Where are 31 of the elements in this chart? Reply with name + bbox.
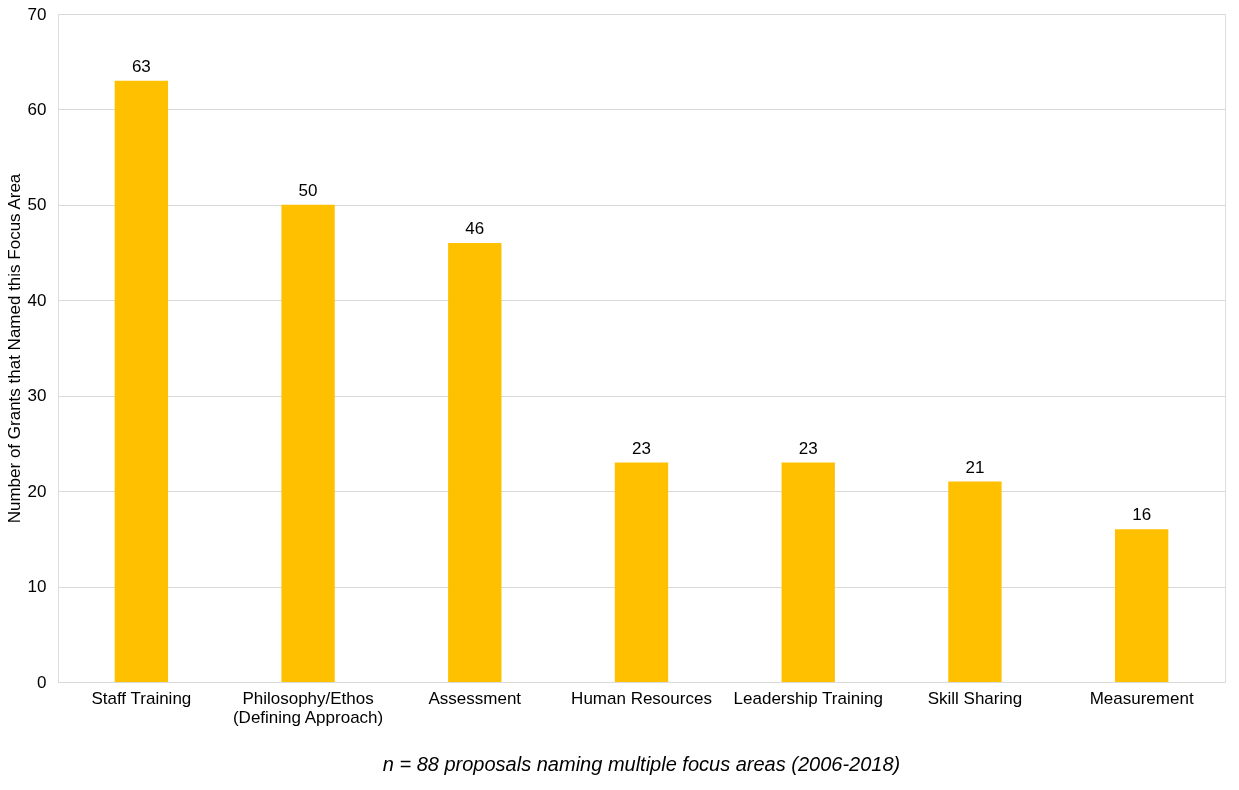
x-tick-label: Philosophy/Ethos (Defining Approach) bbox=[232, 688, 384, 727]
y-tick-label: 40 bbox=[27, 290, 47, 310]
data-label: 23 bbox=[632, 438, 651, 458]
y-tick-label: 20 bbox=[27, 481, 47, 501]
bar bbox=[781, 462, 835, 682]
x-tick-label: Human Resources bbox=[571, 688, 712, 708]
y-axis-title: Number of Grants that Named this Focus Area bbox=[4, 173, 24, 524]
data-label: 16 bbox=[1132, 505, 1152, 525]
x-tick-label: Leadership Training bbox=[733, 688, 883, 708]
bar bbox=[281, 204, 335, 682]
x-tick-label: Measurement bbox=[1089, 688, 1194, 708]
data-label: 63 bbox=[131, 56, 151, 76]
y-tick-label: 60 bbox=[27, 99, 47, 119]
y-tick-label: 50 bbox=[27, 195, 47, 215]
bar bbox=[1114, 529, 1169, 682]
y-tick-label: 30 bbox=[27, 386, 47, 406]
y-tick-label: 70 bbox=[27, 4, 47, 24]
y-tick-label: 0 bbox=[37, 672, 47, 692]
y-tick-label: 10 bbox=[27, 577, 47, 597]
data-label: 21 bbox=[965, 457, 985, 477]
data-label: 50 bbox=[298, 180, 318, 200]
bar bbox=[448, 243, 502, 682]
x-tick-label: Skill Sharing bbox=[927, 688, 1023, 708]
data-label: 46 bbox=[465, 219, 485, 239]
x-tick-label: Staff Training bbox=[91, 688, 192, 708]
x-tick-label: Assessment bbox=[428, 688, 522, 708]
data-label: 23 bbox=[798, 438, 818, 458]
text: n = 88 proposals naming multiple focus areas (2006-2018) bbox=[382, 753, 901, 775]
bar bbox=[948, 481, 1002, 682]
bar bbox=[614, 462, 669, 682]
bar bbox=[114, 80, 169, 682]
